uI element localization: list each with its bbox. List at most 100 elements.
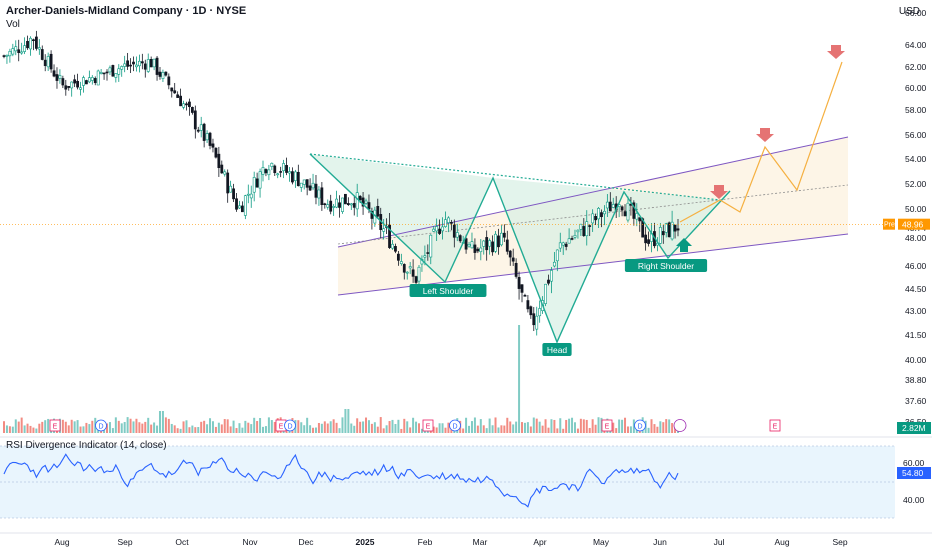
volume-bar <box>106 423 109 433</box>
candle-body <box>647 239 650 244</box>
volume-bar <box>615 428 618 433</box>
candle-body <box>158 71 162 77</box>
volume-bar <box>170 423 173 433</box>
volume-bar <box>571 417 574 433</box>
candle-body <box>211 143 215 148</box>
volume-bar <box>335 422 338 433</box>
candle-body <box>279 171 283 173</box>
candle-body <box>114 73 118 78</box>
candle-body <box>282 163 286 171</box>
candle-body <box>623 211 627 217</box>
candle-body <box>399 261 403 264</box>
rsi-tick: 60.00 <box>903 458 925 468</box>
volume-bar <box>635 428 638 433</box>
candle-body <box>2 55 6 57</box>
volume-bar <box>217 422 220 433</box>
candle-body <box>458 235 462 242</box>
volume-bar <box>626 426 629 433</box>
candle-body <box>358 195 362 201</box>
volume-bar <box>82 426 85 433</box>
volume-bar <box>262 426 265 433</box>
candle-body <box>661 231 665 236</box>
volume-bar <box>226 419 229 433</box>
volume-bar <box>541 425 544 433</box>
candle-body <box>111 65 115 77</box>
candle-body <box>182 103 185 108</box>
volume-bar <box>114 417 117 433</box>
candle-body <box>338 202 341 208</box>
candle-body <box>249 193 253 199</box>
time-axis-label: Dec <box>298 537 314 547</box>
candle-body <box>232 188 235 200</box>
candle-body <box>550 270 553 282</box>
pattern-line <box>309 153 731 344</box>
volume-bar <box>91 420 94 433</box>
volume-bar <box>79 426 82 433</box>
candle-body <box>90 77 94 81</box>
candle-body <box>108 67 112 73</box>
candle-body <box>561 242 565 246</box>
volume-bar <box>309 425 312 433</box>
candles-group <box>2 30 680 336</box>
time-axis-label: Jul <box>714 537 725 547</box>
volume-bar <box>547 427 550 433</box>
volume-bar <box>20 417 23 433</box>
volume-bar <box>491 425 494 433</box>
price-tick-label: 37.60 <box>905 396 927 406</box>
candle-body <box>676 228 680 231</box>
candle-body <box>82 77 85 86</box>
event-flag-label: E <box>53 424 58 431</box>
candle-body <box>143 63 147 70</box>
volume-bar <box>538 421 541 433</box>
candle-body <box>376 206 380 217</box>
volume-bar <box>597 417 600 433</box>
volume-value: 2.82M <box>902 423 926 433</box>
candle-body <box>8 51 12 57</box>
projection-line <box>679 61 843 223</box>
volume-bar <box>209 418 212 433</box>
volume-bar <box>214 426 217 433</box>
volume-bar <box>108 422 111 433</box>
volume-bar <box>11 426 14 433</box>
volume-bar <box>621 419 624 433</box>
candle-body <box>391 243 394 249</box>
candle-body <box>291 171 294 183</box>
volume-legend: Vol <box>6 19 20 30</box>
volume-bar <box>650 419 653 433</box>
volume-bar <box>88 424 91 433</box>
volume-bar <box>129 418 132 433</box>
candle-body <box>505 239 509 252</box>
candle-body <box>511 257 515 262</box>
candle-body <box>217 153 221 169</box>
candle-body <box>14 46 18 52</box>
neckline <box>309 153 721 201</box>
volume-bar <box>668 419 671 433</box>
volume-bar <box>403 418 406 433</box>
volume-bar <box>506 417 509 433</box>
candle-body <box>514 262 518 277</box>
price-tick-label: 56.00 <box>905 130 927 140</box>
volume-bar <box>562 428 565 433</box>
time-axis-label: 2025 <box>356 537 375 547</box>
candle-body <box>167 76 171 86</box>
volume-bar <box>462 428 465 433</box>
candle-body <box>188 101 191 108</box>
volume-bar <box>14 419 17 433</box>
price-tick-label: 48.00 <box>905 233 927 243</box>
candle-body <box>264 169 268 174</box>
candle-body <box>105 71 109 74</box>
volume-bar <box>479 419 482 433</box>
volume-bar <box>629 426 632 433</box>
candle-body <box>185 103 188 106</box>
rsi-title: RSI Divergence Indicator (14, close) <box>6 440 167 451</box>
volume-bar <box>241 427 244 433</box>
candle-body <box>49 53 53 70</box>
volume-bar <box>26 423 29 433</box>
volume-bar <box>244 420 247 433</box>
volume-bar <box>250 424 253 433</box>
candle-body <box>544 283 547 304</box>
candle-body <box>276 173 280 176</box>
candle-body <box>396 253 400 261</box>
candle-body <box>29 37 32 50</box>
